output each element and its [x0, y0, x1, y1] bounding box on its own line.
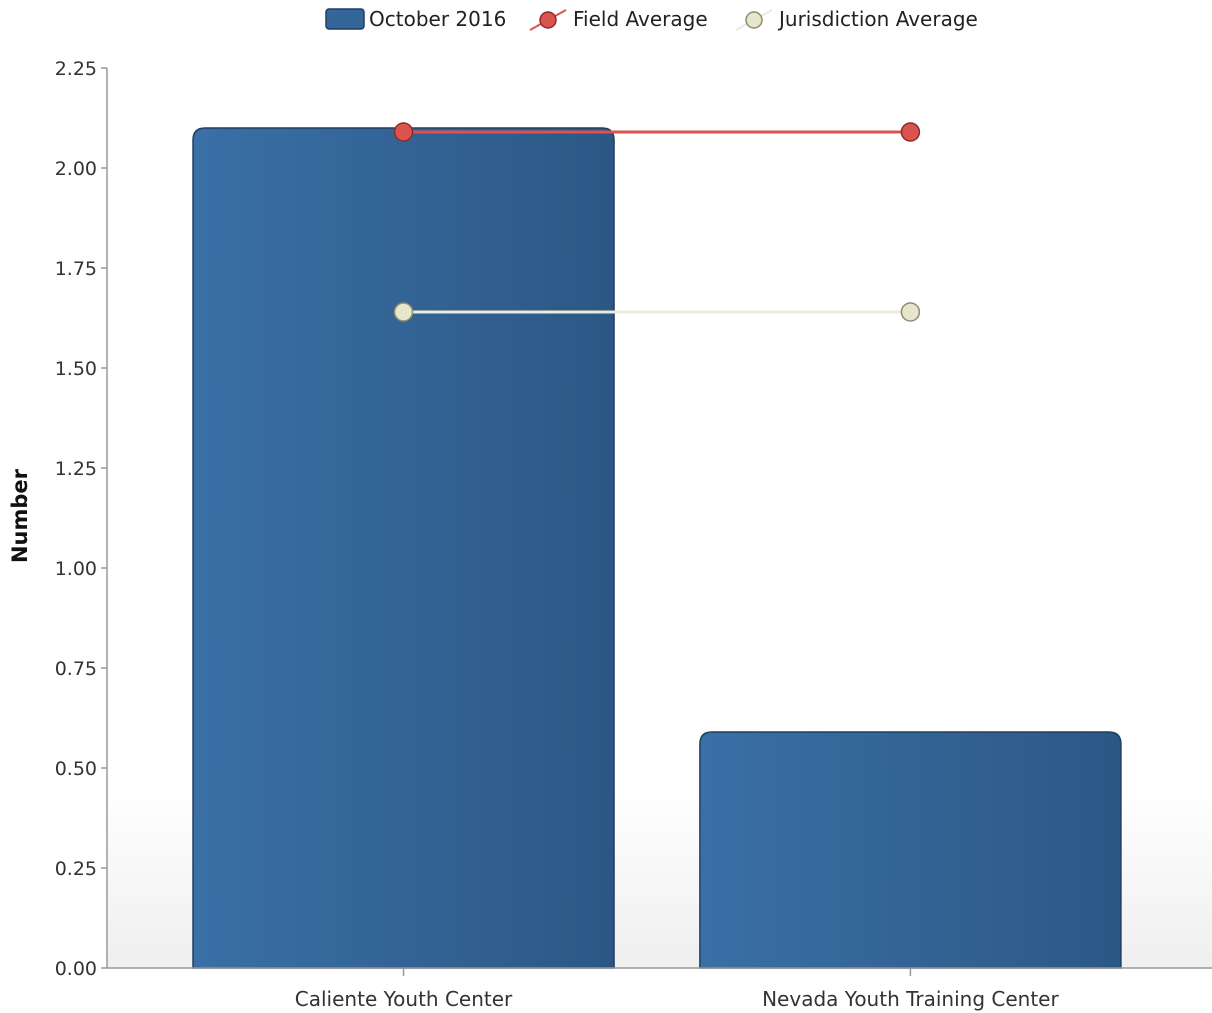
- legend-marker-1: [745, 11, 763, 29]
- line-series-0-point-1: [900, 122, 921, 142]
- x-tick-label: Nevada Youth Training Center: [762, 987, 1059, 1011]
- bar-0: [192, 127, 615, 969]
- x-tick-label: Caliente Youth Center: [295, 987, 513, 1011]
- y-tick-label: 0.00: [55, 958, 97, 980]
- y-tick-label: 2.25: [55, 58, 97, 80]
- y-tick-label: 0.50: [55, 758, 97, 780]
- y-tick-label: 0.75: [55, 658, 97, 680]
- legend-label: October 2016: [369, 7, 506, 31]
- y-tick-label: 1.25: [55, 458, 97, 480]
- bar-1: [699, 731, 1122, 969]
- lines-layer: [393, 122, 921, 322]
- y-tick-label: 0.25: [55, 858, 97, 880]
- axes-layer: 0.00 0.25 0.50 0.75 1.00 1.25 1.50 1.75 2.00 2.25…: [55, 58, 1212, 1011]
- line-series-0-point-0: [393, 122, 414, 142]
- line-series-1-point-1: [900, 302, 921, 322]
- legend-marker-0: [539, 11, 557, 29]
- y-axis-title: Number: [8, 468, 32, 563]
- y-tick-label: 1.50: [55, 358, 97, 380]
- bars-layer: [192, 127, 1122, 969]
- legend: October 2016 Field Average Jurisdiction Av…: [325, 7, 978, 31]
- legend-label: Field Average: [573, 7, 708, 31]
- legend-label: Jurisdiction Average: [777, 7, 978, 31]
- y-tick-label: 2.00: [55, 158, 97, 180]
- line-series-1-point-0: [393, 302, 414, 322]
- y-tick-label: 1.00: [55, 558, 97, 580]
- legend-swatch-bar: [325, 8, 365, 30]
- y-tick-label: 1.75: [55, 258, 97, 280]
